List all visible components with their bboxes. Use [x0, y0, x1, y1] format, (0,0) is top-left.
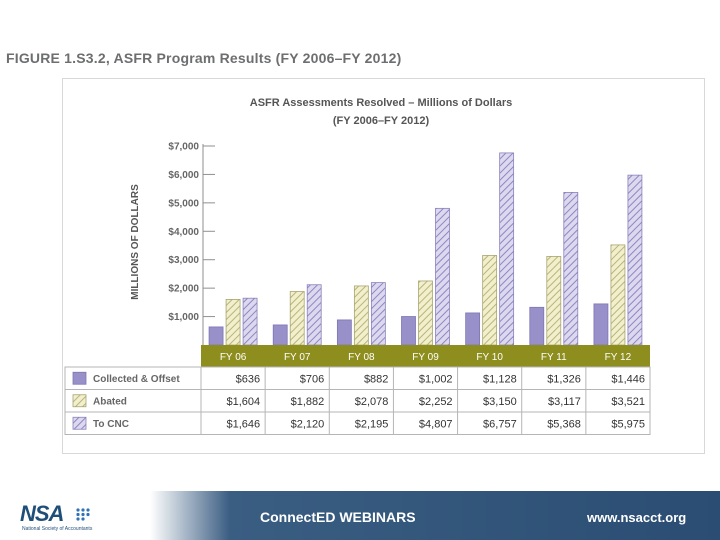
category-label: FY 11 — [541, 352, 567, 363]
data-label: $4,807 — [419, 418, 453, 430]
legend-swatch — [72, 371, 87, 385]
bar-to-cnc — [627, 174, 643, 346]
table-row-to-cnc: To CNC $1,646 $2,120 $2,195 $4,807 $6,757 $5,3… — [72, 416, 645, 430]
website-link[interactable]: www.nsacct.org — [587, 510, 687, 525]
data-label: $1,002 — [419, 373, 453, 385]
bar-collected-offset — [272, 324, 288, 346]
bar-collected-offset — [529, 306, 545, 346]
legend-label: Collected & Offset — [93, 374, 180, 385]
bar-collected-offset — [208, 326, 224, 346]
bar-collected-offset — [593, 303, 609, 346]
bar-abated — [482, 255, 498, 346]
category-label: FY 06 — [220, 352, 247, 363]
bar-to-cnc — [499, 152, 515, 346]
chart-title: ASFR Assessments Resolved – Millions of … — [250, 97, 512, 109]
data-label: $6,757 — [483, 418, 517, 430]
logo-subtext: National Society of Accountants — [22, 526, 93, 532]
data-label: $3,117 — [548, 396, 581, 408]
bar-abated — [610, 244, 626, 346]
y-tick-label: $4,000 — [168, 227, 199, 238]
bar-abated — [353, 285, 369, 346]
table-row-collected-offset: Collected & Offset $636 $706 $882 $1,002 $1,1… — [72, 371, 645, 385]
bars — [208, 152, 643, 346]
data-label: $3,150 — [483, 396, 517, 408]
nsa-logo: NSA National Society of Accountants — [20, 501, 130, 535]
y-tick-label: $1,000 — [168, 312, 199, 323]
chart: ASFR Assessments Resolved – Millions of … — [64, 97, 651, 435]
table-border — [64, 366, 651, 435]
figure-title: FIGURE 1.S3.2, ASFR Program Results (FY … — [6, 50, 402, 66]
bar-collected-offset — [465, 312, 481, 346]
bar-to-cnc — [563, 191, 579, 346]
legend-swatch — [72, 394, 87, 408]
category-label: FY 07 — [284, 352, 311, 363]
data-label: $2,078 — [355, 396, 389, 408]
bar-abated — [289, 291, 305, 346]
category-label: FY 10 — [476, 352, 503, 363]
logo-dots-icon — [76, 508, 90, 521]
category-label: FY 12 — [605, 352, 632, 363]
chart-frame: ASFR Assessments Resolved – Millions of … — [62, 78, 705, 454]
data-label: $706 — [300, 373, 324, 385]
data-label: $1,604 — [226, 396, 260, 408]
bar-to-cnc — [242, 297, 258, 346]
logo-text: NSA — [20, 501, 64, 526]
legend-label: To CNC — [93, 419, 129, 430]
category-label: FY 09 — [412, 352, 439, 363]
y-tick-label: $2,000 — [168, 284, 199, 295]
bar-collected-offset — [401, 316, 416, 346]
data-label: $2,195 — [355, 418, 389, 430]
data-label: $5,368 — [547, 418, 581, 430]
table-row-abated: Abated $1,604 $1,882 $2,078 $2,252 $3,150 $3,1… — [72, 394, 645, 408]
data-label: $1,882 — [291, 396, 325, 408]
bar-to-cnc — [435, 207, 450, 346]
bar-abated — [546, 255, 562, 346]
y-axis: $1,000 $2,000 $3,000 $4,000 $5,000 $6,000 $7,0… — [168, 142, 215, 345]
category-labels: FY 06 FY 07 FY 08 FY 09 FY 10 FY 11 FY 12 — [220, 352, 632, 363]
category-label: FY 08 — [348, 352, 375, 363]
category-band — [201, 345, 650, 367]
chart-subtitle: (FY 2006–FY 2012) — [333, 115, 430, 127]
bar-to-cnc — [370, 282, 386, 346]
data-label: $2,120 — [291, 418, 325, 430]
webinar-title: ConnectED WEBINARS — [260, 509, 416, 525]
data-label: $5,975 — [611, 418, 645, 430]
data-label: $636 — [236, 373, 260, 385]
data-label: $3,521 — [611, 396, 645, 408]
y-axis-label: MILLIONS OF DOLLARS — [130, 184, 141, 300]
data-label: $1,646 — [226, 418, 260, 430]
bar-collected-offset — [336, 319, 352, 346]
y-tick-label: $7,000 — [168, 142, 199, 153]
data-table: Collected & Offset $636 $706 $882 $1,002 $1,1… — [64, 366, 651, 435]
data-label: $1,446 — [611, 373, 645, 385]
y-tick-label: $6,000 — [168, 170, 199, 181]
footer: NSA National Society of Accountants Conn… — [0, 491, 720, 540]
data-label: $882 — [364, 373, 388, 385]
data-label: $1,128 — [483, 373, 517, 385]
bar-abated — [418, 280, 433, 346]
y-tick-label: $3,000 — [168, 255, 199, 266]
data-label: $2,252 — [419, 396, 453, 408]
bar-to-cnc — [306, 284, 322, 346]
legend-swatch — [72, 416, 87, 430]
legend-label: Abated — [93, 396, 127, 407]
y-tick-label: $5,000 — [168, 198, 199, 209]
data-label: $1,326 — [547, 373, 581, 385]
bar-abated — [225, 299, 241, 346]
